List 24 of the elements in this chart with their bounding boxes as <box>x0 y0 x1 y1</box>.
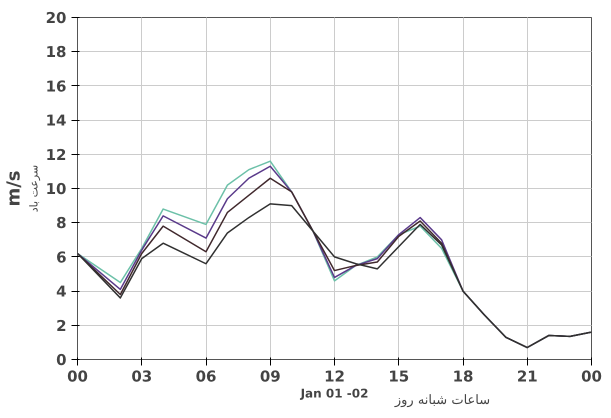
y-tick-label: 10 <box>46 180 66 198</box>
x-tick-label: 12 <box>324 368 345 386</box>
text: سرعت باد <box>28 164 41 212</box>
x-tick-label: 06 <box>196 368 216 386</box>
y-tick-label: 4 <box>56 282 66 301</box>
x-tick-label: 00 <box>581 368 602 386</box>
y-tick-label: 12 <box>46 146 66 164</box>
y-tick-label: 14 <box>46 112 66 130</box>
text: ساعات شبانه روز <box>394 393 490 408</box>
y-tick-label: 18 <box>46 43 66 62</box>
y-tick-label: 6 <box>56 248 66 266</box>
x-tick-label: 21 <box>516 368 538 386</box>
y-tick-label: 0 <box>56 351 66 369</box>
x-tick-label: 00 <box>67 368 88 386</box>
y-tick-label: 16 <box>46 77 66 96</box>
x-tick-label: 09 <box>260 368 281 386</box>
x-tick-label: 15 <box>388 368 410 386</box>
x-tick-label: 18 <box>452 368 474 386</box>
x-axis-title: Jan 01 -02 <box>300 386 368 400</box>
y-tick-label: 20 <box>46 9 66 27</box>
y-tick-label: 2 <box>56 316 66 335</box>
x-tick-label: 03 <box>131 368 152 386</box>
y-axis-title: m/s <box>4 170 24 207</box>
y-tick-label: 8 <box>56 214 66 232</box>
